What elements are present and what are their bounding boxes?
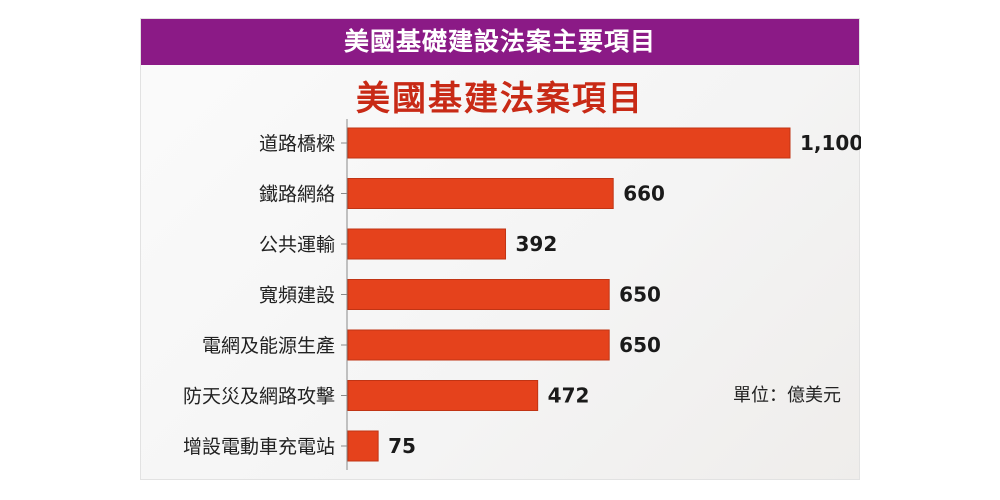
bar-3	[347, 228, 507, 260]
bar-4	[347, 279, 610, 310]
value-label: 650	[619, 333, 661, 357]
banner-title: 美國基礎建設法案主要項目	[141, 19, 859, 65]
bar-7	[347, 430, 379, 462]
category-label: 防天災及網路攻擊	[183, 386, 335, 408]
bar-2	[347, 178, 614, 209]
bar-6	[347, 380, 539, 411]
category-label: 寬頻建設	[259, 285, 335, 307]
value-label: 650	[619, 283, 661, 307]
unit-note: 單位：億美元	[733, 385, 841, 406]
category-label: 增設電動車充電站	[183, 436, 335, 458]
bar-1	[347, 127, 791, 159]
infographic-card: 美國基礎建設法案主要項目 美國基建法案項目 道路橋樑 1,100 鐵路網絡 660 公共…	[140, 18, 861, 480]
chart-title: 美國基建法案項目	[356, 79, 644, 119]
category-label: 公共運輸	[259, 234, 335, 256]
value-label: 472	[548, 384, 590, 408]
value-label: 75	[388, 434, 416, 458]
category-label: 鐵路網絡	[259, 184, 335, 206]
value-label: 392	[516, 232, 558, 256]
value-label: 1,100	[800, 131, 861, 155]
bar-chart: 道路橋樑 1,100 鐵路網絡 660 公共運輸 392 寬頻建設 650 電網及能源生產 650…	[183, 119, 861, 470]
category-label: 道路橋樑	[259, 133, 335, 155]
bar-5	[347, 329, 610, 361]
category-label: 電網及能源生產	[202, 335, 335, 357]
value-label: 660	[623, 182, 665, 206]
